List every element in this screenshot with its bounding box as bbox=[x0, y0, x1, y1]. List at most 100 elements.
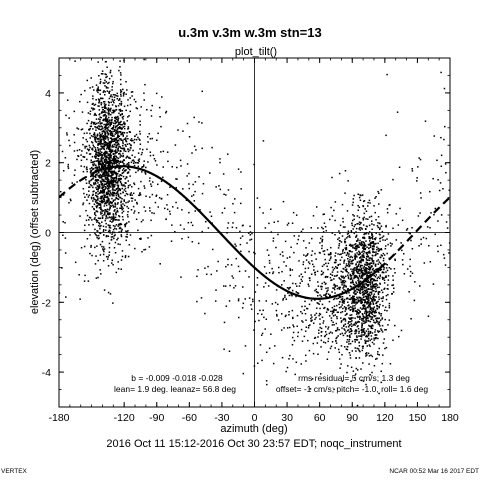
data-point bbox=[344, 323, 347, 325]
data-point bbox=[222, 173, 225, 175]
data-point bbox=[346, 288, 349, 290]
data-point bbox=[126, 155, 128, 158]
data-point bbox=[385, 134, 387, 137]
data-point bbox=[92, 163, 94, 166]
data-point bbox=[372, 251, 374, 254]
data-point bbox=[337, 311, 340, 314]
data-point bbox=[354, 253, 356, 255]
data-point bbox=[409, 232, 411, 234]
data-point bbox=[230, 264, 233, 266]
data-point bbox=[97, 149, 100, 152]
data-point bbox=[347, 301, 349, 304]
data-point bbox=[116, 209, 119, 212]
data-point bbox=[115, 181, 117, 183]
data-point bbox=[307, 261, 310, 263]
data-point bbox=[323, 263, 325, 266]
data-point bbox=[121, 124, 123, 126]
data-point bbox=[352, 281, 354, 284]
data-point bbox=[373, 248, 375, 250]
data-point bbox=[323, 213, 326, 215]
data-point bbox=[96, 152, 98, 154]
data-point bbox=[361, 317, 363, 320]
data-point bbox=[266, 249, 269, 251]
data-point bbox=[99, 154, 102, 156]
data-point bbox=[104, 160, 106, 162]
data-point bbox=[314, 252, 316, 255]
data-point bbox=[409, 270, 412, 273]
data-point bbox=[90, 135, 93, 137]
data-point bbox=[90, 197, 93, 200]
data-point bbox=[374, 290, 377, 293]
data-point bbox=[333, 388, 335, 391]
data-point bbox=[343, 289, 345, 291]
data-point bbox=[443, 138, 445, 141]
data-point bbox=[94, 147, 97, 149]
data-point bbox=[225, 305, 228, 307]
data-point bbox=[357, 239, 359, 242]
data-point bbox=[346, 271, 348, 273]
data-point bbox=[90, 244, 92, 247]
data-point bbox=[114, 140, 116, 142]
data-point bbox=[369, 237, 371, 240]
data-point bbox=[87, 149, 90, 152]
data-point bbox=[375, 319, 378, 322]
data-point bbox=[104, 133, 106, 135]
data-point bbox=[296, 335, 299, 338]
data-point bbox=[366, 293, 369, 296]
data-point bbox=[119, 181, 122, 184]
data-point bbox=[339, 296, 341, 298]
data-point bbox=[102, 129, 105, 132]
data-point bbox=[106, 108, 109, 111]
data-point bbox=[171, 206, 174, 208]
data-point bbox=[300, 278, 303, 281]
data-point bbox=[353, 276, 356, 278]
data-point bbox=[270, 231, 273, 233]
data-point bbox=[104, 164, 107, 167]
data-point bbox=[386, 211, 389, 214]
data-point bbox=[165, 218, 167, 220]
data-point bbox=[106, 142, 109, 145]
data-point bbox=[205, 273, 208, 276]
data-point bbox=[125, 109, 127, 112]
data-point bbox=[84, 196, 86, 198]
data-point bbox=[281, 356, 284, 359]
data-point bbox=[223, 193, 225, 196]
data-point bbox=[103, 184, 105, 187]
data-point bbox=[340, 345, 343, 347]
data-point bbox=[343, 328, 345, 330]
data-point bbox=[101, 245, 103, 248]
data-point bbox=[226, 227, 229, 229]
data-point bbox=[349, 314, 351, 316]
data-point bbox=[367, 275, 369, 277]
data-point bbox=[275, 309, 278, 312]
data-point bbox=[82, 202, 85, 204]
data-point bbox=[367, 243, 370, 246]
data-point bbox=[88, 224, 90, 226]
data-point bbox=[123, 159, 126, 162]
data-point bbox=[390, 293, 393, 295]
data-point bbox=[318, 329, 320, 332]
data-point bbox=[292, 324, 294, 326]
data-point bbox=[97, 217, 100, 219]
data-point bbox=[110, 175, 112, 178]
data-point bbox=[375, 242, 377, 245]
data-point bbox=[358, 332, 360, 334]
data-point bbox=[103, 90, 105, 92]
data-point bbox=[304, 300, 306, 303]
data-point bbox=[367, 334, 370, 337]
data-point bbox=[125, 230, 127, 232]
data-point bbox=[107, 197, 109, 199]
data-point bbox=[99, 122, 102, 124]
data-point bbox=[353, 225, 356, 228]
data-point bbox=[334, 255, 336, 257]
data-point bbox=[97, 158, 100, 160]
data-point bbox=[372, 303, 375, 305]
data-point bbox=[302, 240, 305, 242]
data-point bbox=[339, 253, 341, 256]
data-point bbox=[152, 181, 154, 183]
data-point bbox=[62, 170, 65, 172]
data-point bbox=[265, 300, 267, 302]
data-point bbox=[101, 70, 104, 72]
data-point bbox=[369, 339, 371, 342]
data-point bbox=[282, 200, 285, 203]
